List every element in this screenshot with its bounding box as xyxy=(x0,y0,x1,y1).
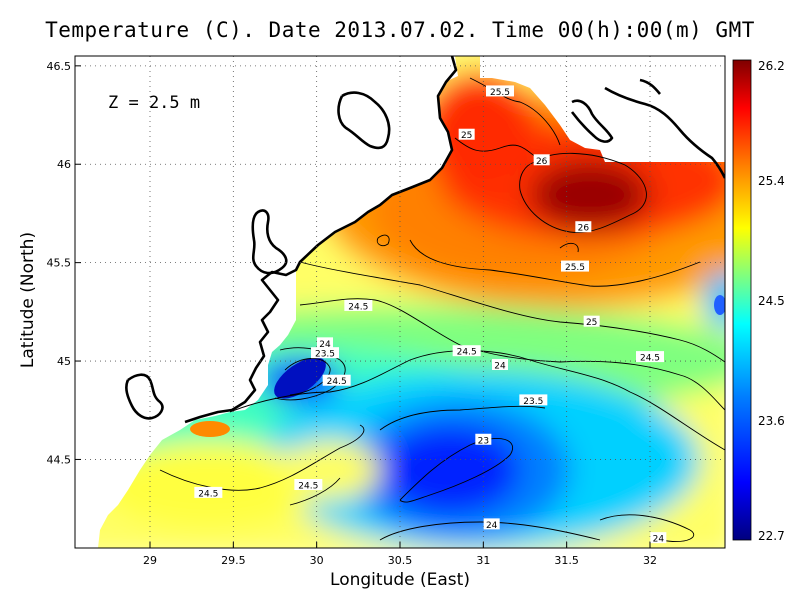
y-tick-label: 46.5 xyxy=(47,60,72,73)
depth-annotation: Z = 2.5 m xyxy=(108,93,200,113)
svg-text:24.5: 24.5 xyxy=(457,348,477,358)
contour-label: 24.5 xyxy=(322,374,351,387)
contour-label: 26 xyxy=(575,221,592,234)
contour-label: 23.5 xyxy=(311,347,339,360)
colorbar-tick-label: 22.7 xyxy=(758,529,785,543)
contour-label: 25.5 xyxy=(486,85,514,98)
temperature-field xyxy=(75,56,725,548)
colorbar: 26.2 25.4 24.5 23.6 22.7 xyxy=(732,59,785,543)
contour-label: 24.5 xyxy=(294,479,323,492)
contour-lines xyxy=(159,77,725,542)
contour-label: 25 xyxy=(583,315,600,328)
contour-label: 24 xyxy=(483,518,500,531)
y-tick-label: 44.5 xyxy=(47,453,72,466)
contour-label: 24 xyxy=(650,532,667,545)
contour-label: 25 xyxy=(458,128,475,141)
contour-label: 24.5 xyxy=(194,486,223,499)
colorbar-tick-label: 23.6 xyxy=(758,414,785,428)
y-tick-label: 46 xyxy=(57,158,71,171)
contour-label: 24.5 xyxy=(636,351,664,364)
contour-label: 24.5 xyxy=(452,345,481,358)
colorbar-tick-label: 25.4 xyxy=(758,174,785,188)
y-axis-ticks: 44.5 45 45.5 46 46.5 xyxy=(47,60,81,466)
y-tick-label: 45 xyxy=(57,355,71,368)
colorbar-tick-label: 24.5 xyxy=(758,294,785,308)
svg-text:23.5: 23.5 xyxy=(523,397,543,407)
colorbar-gradient xyxy=(732,59,752,541)
coastline xyxy=(125,56,725,424)
svg-text:26: 26 xyxy=(536,157,548,167)
svg-text:24: 24 xyxy=(494,361,506,371)
x-tick-label: 30 xyxy=(310,554,324,567)
svg-text:24.5: 24.5 xyxy=(327,377,347,387)
svg-text:25: 25 xyxy=(461,131,472,141)
contour-labels: 25.525262625.52524.52423.524.524.52424.5… xyxy=(194,85,667,545)
svg-text:24.5: 24.5 xyxy=(298,482,318,492)
contour-label: 25.5 xyxy=(561,260,589,273)
contour-label: 24 xyxy=(317,337,333,350)
svg-text:24: 24 xyxy=(319,340,331,350)
svg-text:24: 24 xyxy=(486,521,498,531)
contour-label: 23 xyxy=(475,433,492,446)
svg-text:24.5: 24.5 xyxy=(640,354,660,364)
x-axis-ticks: 29 29.5 30 30.5 31 31.5 32 xyxy=(143,542,657,567)
x-tick-label: 31.5 xyxy=(554,554,579,567)
colorbar-tick-label: 26.2 xyxy=(758,59,785,73)
contour-label: 26 xyxy=(533,154,550,167)
chart-title: Temperature (C). Date 2013.07.02. Time 0… xyxy=(45,18,755,42)
svg-text:25.5: 25.5 xyxy=(490,88,510,98)
x-tick-label: 31 xyxy=(476,554,490,567)
x-tick-label: 29 xyxy=(143,554,157,567)
svg-text:25: 25 xyxy=(586,318,597,328)
contour-label: 24.5 xyxy=(344,299,373,312)
x-tick-label: 32 xyxy=(643,554,657,567)
x-axis-label: Longitude (East) xyxy=(330,570,470,590)
svg-text:24.5: 24.5 xyxy=(198,489,218,499)
svg-text:23.5: 23.5 xyxy=(315,350,335,360)
svg-text:23: 23 xyxy=(478,436,489,446)
svg-text:24.5: 24.5 xyxy=(348,302,368,312)
y-tick-label: 45.5 xyxy=(47,257,72,270)
x-tick-label: 29.5 xyxy=(221,554,246,567)
contour-label: 23.5 xyxy=(519,394,548,407)
land-mask xyxy=(75,56,458,548)
x-tick-label: 30.5 xyxy=(388,554,413,567)
svg-text:24: 24 xyxy=(653,535,665,545)
svg-text:25.5: 25.5 xyxy=(565,263,585,273)
svg-text:26: 26 xyxy=(578,224,590,234)
y-axis-label: Latitude (North) xyxy=(18,231,38,369)
contour-label: 24 xyxy=(492,358,508,371)
gridlines xyxy=(75,56,725,548)
